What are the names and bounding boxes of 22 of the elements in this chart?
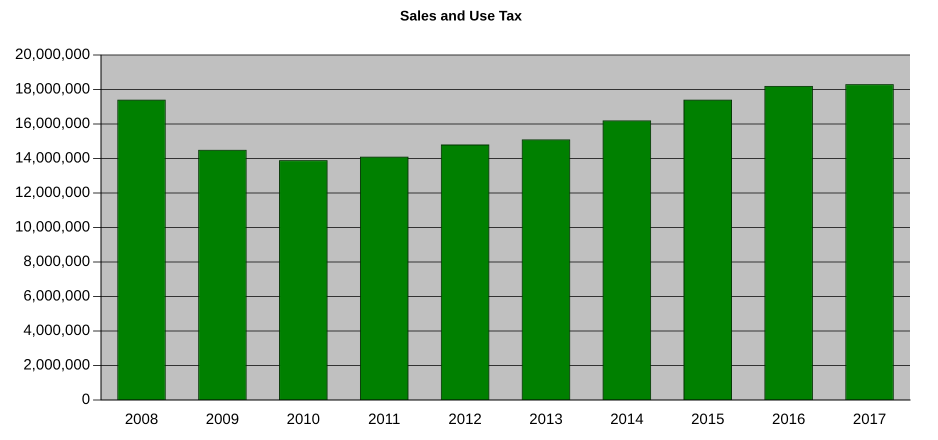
- y-tick-label: 18,000,000: [14, 80, 90, 98]
- x-tick-label: 2014: [610, 411, 644, 428]
- x-tick-label: 2010: [286, 411, 320, 428]
- x-tick-label: 2011: [368, 411, 400, 428]
- y-tick-label: 16,000,000: [14, 114, 90, 132]
- y-tick-label: 0: [82, 391, 90, 408]
- x-tick-label: 2013: [529, 411, 563, 428]
- y-tick-label: 12,000,000: [14, 184, 90, 202]
- y-tick-label: 10,000,000: [14, 218, 90, 236]
- y-tick-label: 20,000,000: [14, 46, 90, 63]
- x-tick-label: 2012: [448, 411, 482, 428]
- x-tick-label: 2017: [852, 411, 886, 428]
- chart-title: Sales and Use Tax: [400, 7, 522, 24]
- y-tick-label: 4,000,000: [23, 322, 90, 340]
- x-tick-label: 2009: [206, 411, 240, 428]
- y-tick-label: 6,000,000: [23, 288, 90, 305]
- x-tick-label: 2016: [772, 411, 806, 428]
- x-tick-label: 2015: [691, 411, 724, 428]
- y-tick-label: 14,000,000: [14, 150, 90, 166]
- x-tick-label: 2008: [124, 411, 158, 428]
- y-tick-label: 8,000,000: [23, 253, 90, 270]
- y-tick-label: 2,000,000: [23, 356, 90, 374]
